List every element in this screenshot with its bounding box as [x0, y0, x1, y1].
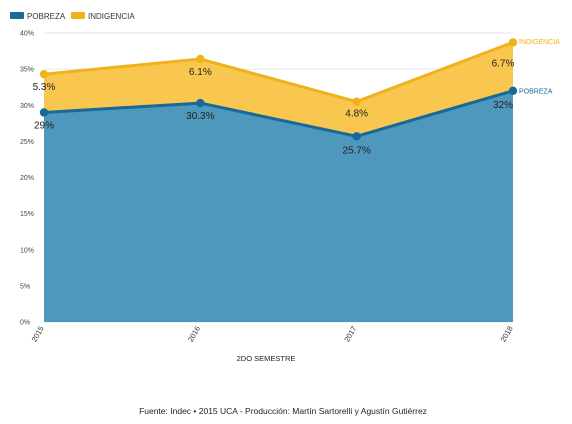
end-label-pobreza: POBREZA	[519, 88, 553, 95]
data-points	[39, 38, 518, 141]
y-tick-label: 5%	[20, 283, 30, 290]
line-indigencia	[43, 40, 514, 104]
point-pobreza	[196, 98, 205, 108]
legend-label-indigencia: INDIGENCIA	[88, 12, 135, 21]
point-indigencia	[196, 54, 205, 64]
data-label-indigencia: 4.8%	[345, 109, 368, 120]
y-tick-label: 10%	[20, 247, 34, 254]
data-label-indigencia: 5.3%	[33, 82, 56, 93]
data-label-pobreza: 29%	[34, 120, 54, 131]
y-tick-label: 0%	[20, 320, 30, 327]
data-label-indigencia: 6.1%	[189, 67, 212, 78]
x-tick-label: 2017	[342, 325, 358, 344]
y-tick-label: 15%	[20, 211, 34, 218]
y-tick-label: 35%	[20, 67, 34, 74]
data-labels: 29% 30.3% 25.7% 32% 5.3% 6.1% 4.8% 6.7% POBREZA I…	[33, 39, 561, 156]
x-tick-label: 2015	[30, 325, 46, 344]
x-tick-label: 2016	[186, 325, 202, 344]
point-indigencia	[352, 97, 361, 106]
legend: POBREZA INDIGENCIA	[10, 12, 135, 21]
x-axis-title: 2DO SEMESTRE	[237, 354, 296, 363]
y-tick-label: 40%	[20, 31, 34, 38]
series-lines	[43, 40, 514, 138]
legend-swatch-indigencia	[71, 12, 85, 19]
legend-swatch-pobreza	[10, 12, 24, 19]
data-label-pobreza: 30.3%	[186, 111, 214, 122]
line-pobreza	[43, 89, 514, 138]
area-indigencia	[44, 42, 513, 137]
y-tick-label: 30%	[20, 103, 34, 110]
data-label-indigencia: 6.7%	[492, 58, 515, 69]
end-label-indigencia: INDIGENCIA	[519, 39, 560, 46]
y-axis-ticks: 0% 5% 10% 15% 20% 25% 30% 35% 40%	[20, 31, 34, 327]
point-pobreza	[39, 108, 49, 117]
legend-label-pobreza: POBREZA	[27, 12, 66, 21]
x-axis-ticks: 2015 2016 2017 2018	[30, 325, 515, 344]
source-note: Fuente: Indec • 2015 UCA - Producción: M…	[139, 406, 427, 416]
plot-areas	[44, 42, 513, 322]
y-tick-label: 20%	[20, 175, 34, 182]
data-label-pobreza: 25.7%	[342, 145, 370, 156]
data-label-pobreza: 32%	[493, 100, 513, 111]
x-tick-label: 2018	[499, 325, 515, 344]
y-tick-label: 25%	[20, 139, 34, 146]
point-indigencia	[39, 69, 49, 79]
area-pobreza	[44, 90, 513, 322]
point-pobreza	[508, 86, 518, 96]
point-pobreza	[352, 132, 361, 141]
point-indigencia	[508, 38, 518, 47]
